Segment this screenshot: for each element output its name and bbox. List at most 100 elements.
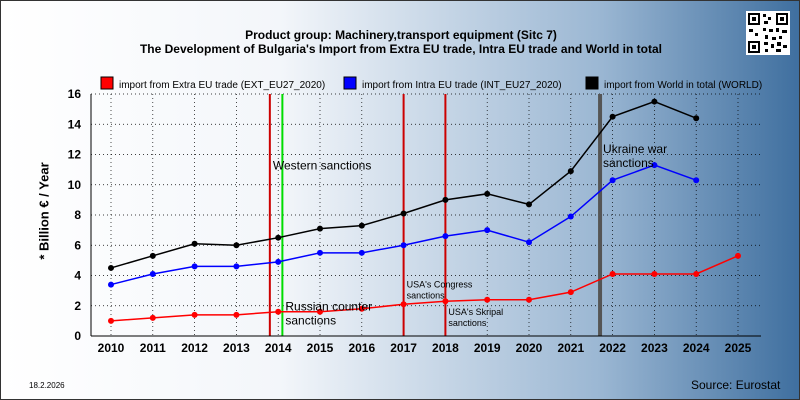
data-point: [442, 233, 449, 240]
annotation-label-line: sanctions: [285, 313, 336, 327]
annotation-label-line: Western sanctions: [273, 159, 372, 173]
legend-swatch-2: [585, 76, 599, 90]
x-tick-label: 2024: [683, 341, 710, 355]
y-tick-label: 12: [68, 148, 82, 162]
data-point: [693, 270, 700, 277]
x-tick-label: 2023: [641, 341, 668, 355]
annotation-label-ukraine-war-sanctions: Ukraine war sanctions: [603, 142, 667, 170]
y-axis-label: * Billion € / Year: [36, 162, 52, 260]
data-point: [358, 222, 365, 229]
data-point: [317, 225, 323, 232]
data-point: [149, 252, 156, 259]
data-point: [317, 249, 323, 256]
data-point: [567, 213, 574, 220]
data-point: [400, 242, 407, 249]
data-point: [275, 308, 282, 315]
data-point: [526, 296, 532, 303]
data-point: [484, 296, 491, 303]
x-tick-label: 2016: [348, 341, 375, 355]
data-point: [651, 270, 658, 277]
data-point: [442, 298, 449, 305]
data-point: [149, 314, 156, 321]
x-tick-label: 2017: [390, 341, 417, 355]
annotation-label-russian-counter-sanctions: Russian counter sanctions: [285, 299, 372, 327]
annotation-label-western-sanctions: Western sanctions: [273, 159, 372, 173]
data-point: [567, 168, 574, 175]
data-point: [693, 115, 700, 122]
x-tick-label: 2021: [557, 341, 584, 355]
legend-swatch-1: [343, 76, 357, 90]
x-tick-label: 2015: [307, 341, 334, 355]
annotation-label-usa-skripal-sanctions: USA's Skripal sanctions: [448, 307, 503, 328]
data-point: [609, 113, 616, 120]
x-tick-label: 2019: [474, 341, 501, 355]
data-point: [108, 264, 114, 271]
x-tick-label: 2014: [265, 341, 292, 355]
data-point: [400, 210, 407, 217]
data-point: [609, 270, 616, 277]
series-line-0: [110, 255, 739, 322]
annotation-label-line: sanctions: [448, 318, 487, 328]
annotation-label-usa-congress-sanctions: USA's Congress sanctions: [407, 280, 473, 301]
x-tick-label: 2011: [140, 341, 166, 355]
annotation-label-line: sanctions: [407, 291, 446, 301]
x-tick-label: 2022: [599, 341, 626, 355]
data-point: [275, 258, 282, 265]
x-tick-label: 2020: [516, 341, 543, 355]
data-point: [609, 177, 616, 184]
x-tick-label: 2018: [432, 341, 459, 355]
axes: 0 2 4 6 8 10 12 14 16 2010 2011 2012 2013 2014 2015 201…: [68, 87, 761, 355]
data-point: [191, 263, 198, 270]
data-point: [275, 234, 282, 241]
data-point: [317, 308, 323, 315]
data-point: [567, 289, 574, 296]
data-point: [651, 98, 658, 105]
data-point: [526, 239, 532, 246]
legend-label-0: import from Extra EU trade (EXT_EU27_202…: [119, 80, 325, 91]
data-point: [693, 177, 700, 184]
chart-title-line2: The Development of Bulgaria's Import fro…: [139, 42, 663, 56]
date-label: 18.2.2026: [29, 381, 65, 390]
series-lines: [108, 98, 741, 324]
x-tick-label: 2012: [181, 341, 208, 355]
y-tick-label: 16: [68, 87, 82, 101]
x-tick-label: 2025: [725, 341, 752, 355]
annotation-label-line: USA's Congress: [407, 280, 473, 290]
annotation-label-line: USA's Skripal: [448, 307, 503, 317]
annotation-label-line: Russian counter: [285, 299, 372, 313]
y-tick-label: 2: [74, 299, 81, 313]
data-point: [400, 301, 407, 308]
legend-swatch-0: [100, 76, 114, 90]
y-tick-label: 8: [74, 208, 81, 222]
data-point: [358, 305, 365, 312]
data-point: [191, 311, 198, 318]
legend: import from Extra EU trade (EXT_EU27_202…: [100, 76, 762, 91]
x-tick-label: 2010: [98, 341, 125, 355]
y-tick-label: 0: [74, 329, 81, 343]
data-point: [651, 162, 658, 169]
source-label: Source: Eurostat: [691, 378, 781, 392]
legend-label-1: import from Intra EU trade (INT_EU27_202…: [362, 80, 562, 91]
legend-label-2: import from World in total (WORLD): [604, 80, 762, 91]
annotation-label-line: sanctions: [603, 156, 654, 170]
y-tick-label: 10: [68, 178, 82, 192]
chart-title-line1: Product group: Machinery,transport equip…: [245, 28, 557, 42]
data-point: [484, 227, 491, 234]
y-tick-label: 4: [74, 269, 81, 283]
data-point: [442, 196, 449, 203]
y-tick-label: 6: [74, 238, 81, 252]
data-point: [233, 311, 240, 318]
data-point: [149, 270, 156, 277]
data-point: [233, 242, 240, 249]
x-tick-label: 2013: [223, 341, 250, 355]
data-point: [108, 281, 114, 288]
data-point: [233, 263, 240, 270]
data-point: [484, 190, 491, 197]
data-point: [191, 240, 198, 247]
qr-code-icon: [746, 11, 790, 55]
y-tick-label: 14: [68, 117, 82, 131]
data-point: [526, 201, 532, 208]
